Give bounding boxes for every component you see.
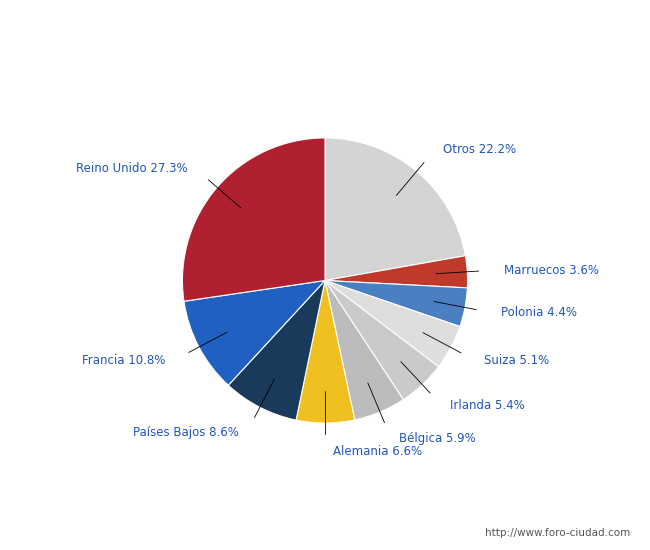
Wedge shape [325, 280, 404, 420]
Wedge shape [325, 280, 439, 400]
Wedge shape [296, 280, 355, 423]
Text: Bélgica 5.9%: Bélgica 5.9% [399, 432, 476, 445]
Text: Marruecos 3.6%: Marruecos 3.6% [504, 263, 599, 277]
Text: Reino Unido 27.3%: Reino Unido 27.3% [76, 162, 188, 175]
Wedge shape [228, 280, 325, 420]
Wedge shape [183, 138, 325, 301]
Text: Países Bajos 8.6%: Países Bajos 8.6% [133, 426, 239, 439]
Text: http://www.foro-ciudad.com: http://www.foro-ciudad.com [486, 528, 630, 538]
Wedge shape [325, 138, 465, 280]
Text: Alemania 6.6%: Alemania 6.6% [333, 445, 422, 458]
Wedge shape [325, 256, 467, 288]
Text: Garrucha - Turistas extranjeros según país - Abril de 2024: Garrucha - Turistas extranjeros según pa… [104, 13, 546, 29]
Text: Francia 10.8%: Francia 10.8% [83, 354, 166, 367]
Text: Polonia 4.4%: Polonia 4.4% [501, 306, 577, 320]
Text: Suiza 5.1%: Suiza 5.1% [484, 354, 549, 367]
Text: Otros 22.2%: Otros 22.2% [443, 143, 516, 156]
Wedge shape [184, 280, 325, 385]
Wedge shape [325, 280, 467, 327]
Wedge shape [325, 280, 460, 367]
Text: Irlanda 5.4%: Irlanda 5.4% [450, 399, 525, 412]
